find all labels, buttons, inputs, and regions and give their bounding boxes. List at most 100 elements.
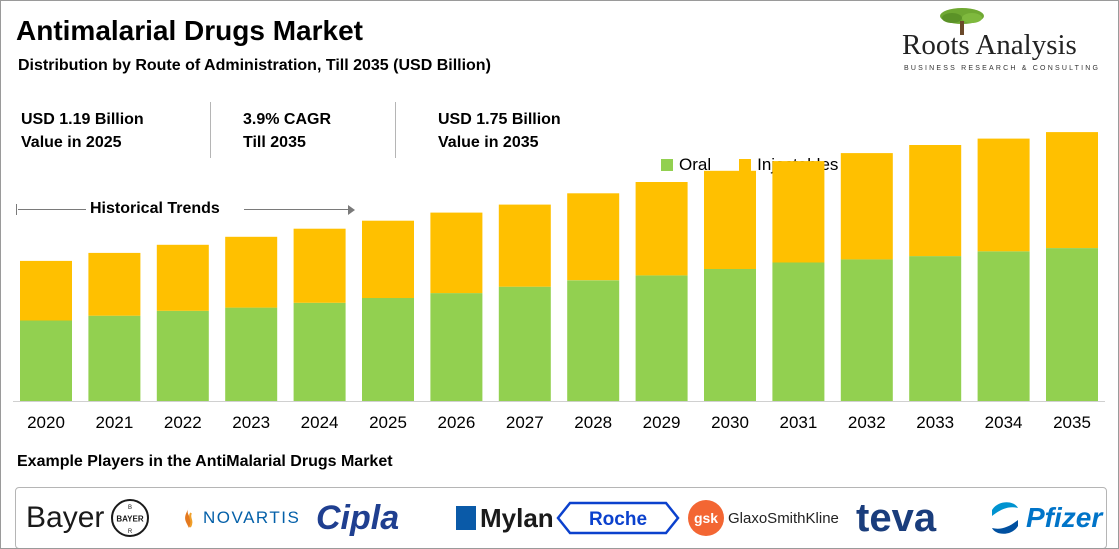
kpi-line: 3.9% CAGR (243, 111, 332, 128)
brand-tagline: BUSINESS RESEARCH & CONSULTING (904, 65, 1101, 72)
bar-injectables-2029 (635, 182, 688, 276)
bar-injectables-2025 (362, 220, 414, 298)
x-tick-label: 2022 (164, 413, 202, 432)
bar-injectables-2028 (567, 193, 620, 281)
legend-swatch-injectables (739, 159, 752, 171)
pfizer-wordmark: Pfizer (1026, 502, 1103, 533)
x-tick-label: 2025 (369, 413, 407, 432)
bar-oral-2032 (840, 259, 893, 401)
bar-oral-2020 (20, 320, 72, 401)
pfizer-logo: Pfizer (988, 488, 1102, 548)
bar-oral-2027 (498, 286, 551, 401)
kpi-line: USD 1.19 Billion (21, 111, 144, 128)
gsk-wordmark: GlaxoSmithKline (728, 509, 839, 527)
x-tick-label: 2030 (711, 413, 749, 432)
brand-name: Roots Analysis (902, 29, 1077, 61)
x-tick-label: 2034 (985, 413, 1023, 432)
bar-oral-2028 (567, 280, 620, 402)
x-tick-label: 2032 (848, 413, 886, 432)
kpi-cagr: 3.9% CAGR Till 2035 (243, 108, 331, 154)
bar-oral-2026 (430, 293, 483, 401)
kpi-line: Value in 2025 (21, 134, 122, 151)
mylan-logo: Mylan (456, 488, 554, 548)
bar-injectables-2020 (20, 260, 72, 321)
bar-oral-2029 (635, 275, 688, 401)
historical-line (244, 209, 351, 210)
bar-injectables-2026 (430, 212, 483, 294)
pfizer-helix-icon (992, 502, 1018, 534)
x-tick-label: 2035 (1053, 413, 1091, 432)
bayer-wordmark: Bayer (26, 501, 105, 534)
x-tick-label: 2029 (643, 413, 681, 432)
bar-injectables-2031 (772, 161, 825, 263)
svg-text:B: B (128, 505, 132, 511)
roche-hexagon-icon: Roche (556, 501, 680, 535)
kpi-line: Till 2035 (243, 134, 306, 151)
cipla-logo: Cipla (316, 488, 399, 548)
bar-injectables-2027 (498, 204, 551, 287)
x-tick-label: 2028 (574, 413, 612, 432)
bar-oral-2024 (293, 302, 346, 401)
roche-logo: Roche (556, 488, 680, 548)
x-tick-label: 2026 (437, 413, 475, 432)
bar-injectables-2034 (977, 138, 1030, 252)
novartis-logo: NOVARTIS (181, 488, 300, 548)
historical-trends-marker: Historical Trends (16, 200, 361, 220)
kpi-value-2025: USD 1.19 Billion Value in 2025 (21, 108, 144, 154)
roche-wordmark: Roche (589, 509, 647, 530)
x-tick-label: 2031 (779, 413, 817, 432)
legend-swatch-oral (661, 159, 673, 171)
bar-injectables-2035 (1046, 132, 1098, 248)
svg-text:R: R (128, 529, 133, 535)
legend-label-oral: Oral (679, 155, 712, 174)
kpi-divider (395, 102, 396, 158)
bar-oral-2035 (1046, 248, 1098, 401)
flame-icon (185, 508, 193, 528)
bar-oral-2033 (909, 256, 962, 401)
bayer-badge-text: BAYER (117, 515, 144, 524)
historical-trends-label: Historical Trends (90, 200, 220, 217)
x-tick-label: 2020 (27, 413, 65, 432)
x-tick-label: 2021 (95, 413, 133, 432)
arrow-right-icon (348, 205, 355, 215)
historical-line (18, 209, 86, 210)
x-tick-label: 2033 (916, 413, 954, 432)
cipla-wordmark: Cipla (316, 498, 400, 537)
kpi-divider (210, 102, 211, 158)
bayer-logo: Bayer BAYER B R (26, 488, 150, 548)
page-subtitle: Distribution by Route of Administration,… (18, 57, 491, 74)
mylan-wordmark: Mylan (480, 502, 554, 533)
bar-oral-2031 (772, 262, 825, 401)
kpi-line: USD 1.75 Billion (438, 111, 561, 128)
brand-logo: Roots Analysis BUSINESS RESEARCH & CONSU… (896, 7, 1106, 75)
bar-oral-2023 (225, 307, 278, 401)
x-tick-label: 2027 (506, 413, 544, 432)
bar-injectables-2022 (156, 244, 209, 311)
novartis-wordmark: NOVARTIS (203, 508, 301, 527)
x-tick-label: 2023 (232, 413, 270, 432)
bar-injectables-2030 (704, 170, 756, 269)
bar-oral-2034 (977, 251, 1030, 401)
historical-start-tick (16, 204, 17, 215)
bar-injectables-2024 (293, 228, 346, 303)
stacked-bar-chart: 2020 2021 2022 2023 2024 2025 2026 2027 2028 2029… (13, 132, 1105, 432)
mylan-mark-icon (456, 506, 476, 530)
bar-injectables-2023 (225, 236, 278, 308)
page-title: Antimalarial Drugs Market (16, 15, 363, 46)
bar-injectables-2032 (840, 153, 893, 260)
bar-oral-2022 (156, 310, 209, 401)
player-logos: Bayer BAYER B R NOVARTIS Cipla Mylan (15, 487, 1107, 548)
bar-injectables-2033 (909, 145, 962, 257)
x-tick-label: 2024 (301, 413, 339, 432)
bar-oral-2030 (704, 269, 756, 401)
players-title: Example Players in the AntiMalarial Drug… (17, 453, 393, 470)
bar-oral-2025 (362, 298, 414, 401)
kpi-line: Value in 2035 (438, 134, 539, 151)
legend-item-oral: Oral (661, 155, 711, 175)
gsk-badge: gsk (688, 500, 724, 536)
bar-injectables-2021 (88, 252, 141, 316)
kpi-value-2035: USD 1.75 Billion Value in 2035 (438, 108, 561, 154)
teva-wordmark: teva (856, 495, 937, 540)
gsk-logo: gsk GlaxoSmithKline (688, 488, 839, 548)
